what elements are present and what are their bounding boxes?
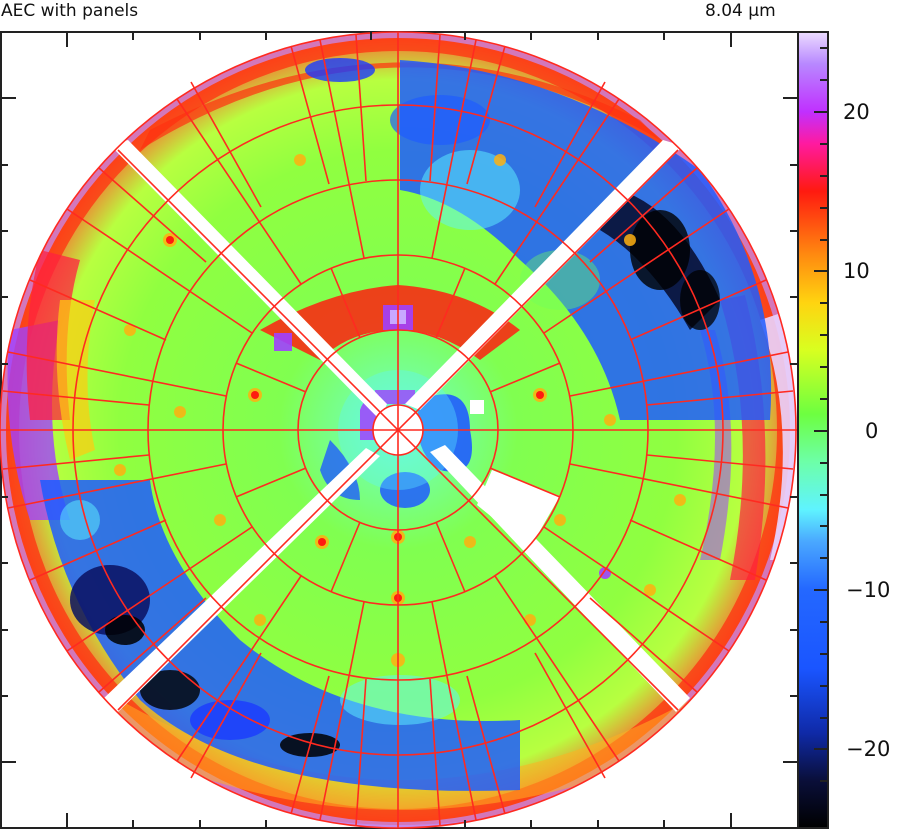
- chart-title: AEC with panels: [1, 1, 139, 21]
- colorbar-tick-0: 0: [865, 419, 879, 443]
- colorbar-tick-20: 20: [843, 100, 870, 124]
- colorbar-tick-minus10: −10: [846, 578, 891, 602]
- polar-grid: [0, 31, 798, 829]
- colorbar: [797, 31, 829, 829]
- colorbar-tick-minus20: −20: [846, 737, 891, 761]
- wavelength-label: 8.04 μm: [705, 1, 776, 21]
- frame-ticks: [1, 32, 798, 828]
- colorbar-tick-10: 10: [843, 259, 870, 283]
